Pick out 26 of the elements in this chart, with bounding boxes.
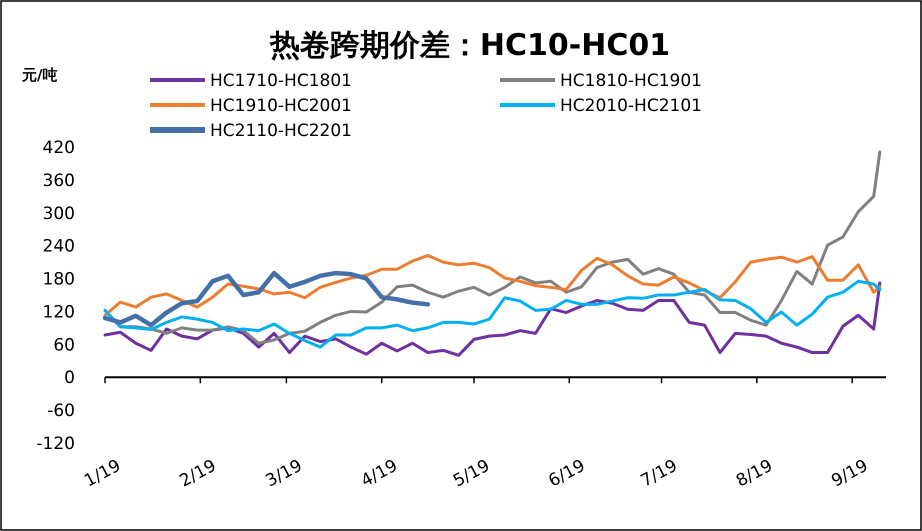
y-tick-label: 60 xyxy=(53,335,75,356)
y-tick-label: -120 xyxy=(36,434,75,454)
legend-label: HC2110-HC2201 xyxy=(210,121,352,141)
y-axis-title: 元/吨 xyxy=(21,66,58,84)
y-tick-label: 120 xyxy=(42,302,75,322)
y-tick-label: 240 xyxy=(42,236,75,257)
x-tick-label: 8/19 xyxy=(732,456,776,492)
x-tick-label: 9/19 xyxy=(828,456,872,492)
y-tick-label: 0 xyxy=(64,368,75,388)
x-tick-label: 2/19 xyxy=(176,456,220,492)
y-tick-label: -60 xyxy=(47,401,75,422)
x-tick-label: 3/19 xyxy=(262,456,306,492)
x-tick-label: 1/19 xyxy=(81,456,124,492)
x-tick-label: 4/19 xyxy=(358,456,401,492)
y-tick-label: 180 xyxy=(42,270,75,290)
chart-title: 热卷跨期价差：HC10-HC01 xyxy=(268,28,670,63)
y-tick-label: 300 xyxy=(42,204,75,224)
legend-label: HC2010-HC2101 xyxy=(560,96,702,116)
legend-label: HC1710-HC1801 xyxy=(210,71,352,91)
x-tick-label: 5/19 xyxy=(450,456,494,492)
legend-label: HC1910-HC2001 xyxy=(210,96,352,116)
y-tick-label: 360 xyxy=(42,170,75,191)
y-tick-label: 420 xyxy=(42,138,75,158)
x-tick-label: 7/19 xyxy=(638,456,681,492)
legend-label: HC1810-HC1901 xyxy=(560,71,702,91)
x-tick-label: 6/19 xyxy=(545,456,588,492)
